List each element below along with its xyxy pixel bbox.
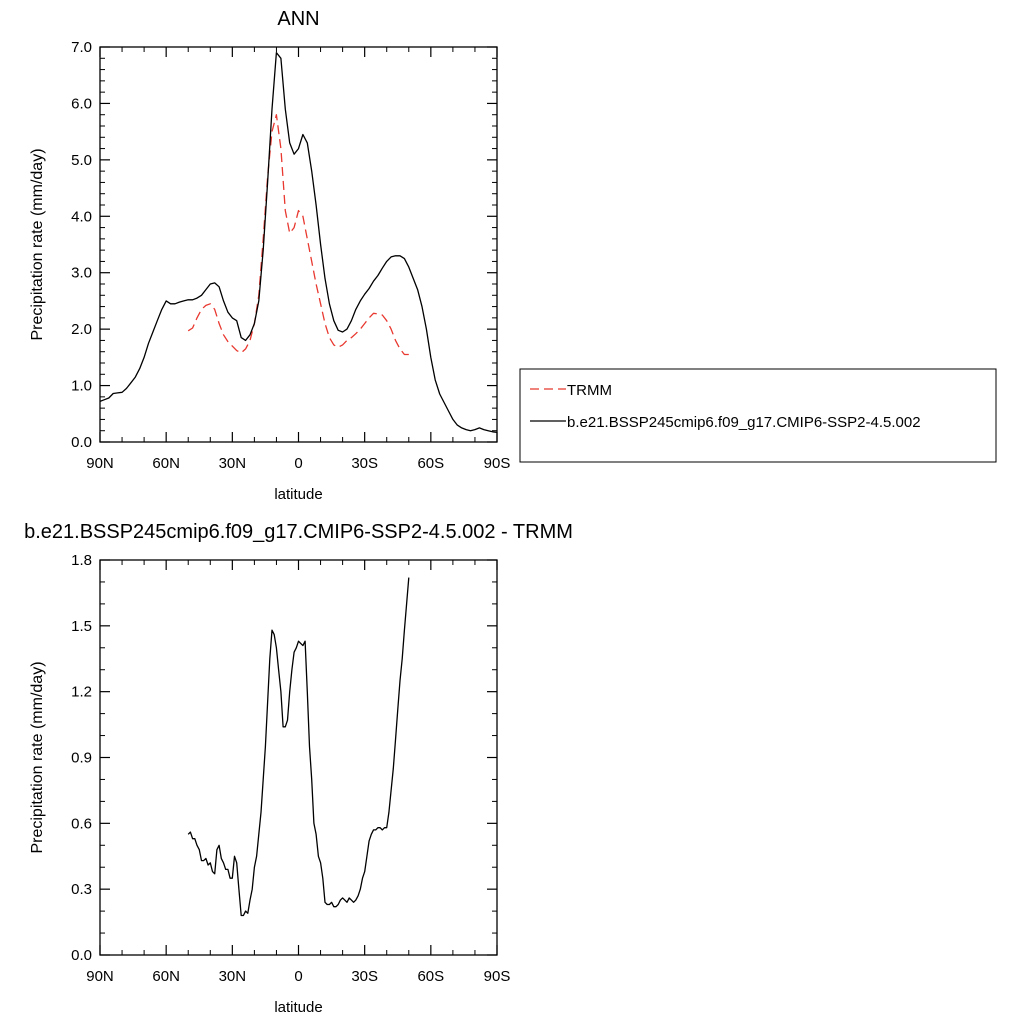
series-line-1	[187, 114, 409, 356]
x-tick-label: 0	[294, 968, 302, 985]
x-tick-label: 30S	[351, 968, 378, 985]
x-tick-label: 30N	[219, 455, 247, 472]
y-axis-label: Precipitation rate (mm/day)	[29, 148, 46, 340]
x-axis-label: latitude	[274, 486, 322, 503]
x-tick-label: 0	[294, 455, 302, 472]
x-tick-label: 60S	[417, 455, 444, 472]
y-tick-label: 0.0	[71, 947, 92, 964]
y-tick-label: 0.9	[71, 750, 92, 767]
y-tick-label: 6.0	[71, 95, 92, 112]
series-line-2	[99, 51, 498, 434]
x-tick-label: 90N	[86, 968, 114, 985]
series-line-1	[187, 577, 410, 917]
y-tick-label: 5.0	[71, 152, 92, 169]
chart-title: b.e21.BSSP245cmip6.f09_g17.CMIP6-SSP2-4.…	[24, 521, 573, 543]
legend-label: TRMM	[567, 382, 612, 399]
x-tick-label: 60S	[417, 968, 444, 985]
y-tick-label: 0.0	[71, 434, 92, 451]
plot-frame	[99, 559, 498, 956]
y-tick-label: 1.5	[71, 618, 92, 635]
x-tick-label: 60N	[152, 455, 180, 472]
y-tick-label: 2.0	[71, 321, 92, 338]
y-tick-label: 1.2	[71, 684, 92, 701]
y-tick-label: 1.0	[71, 378, 92, 395]
legend-label: b.e21.BSSP245cmip6.f09_g17.CMIP6-SSP2-4.…	[567, 414, 921, 431]
x-tick-label: 90S	[484, 455, 511, 472]
x-tick-label: 60N	[152, 968, 180, 985]
x-tick-label: 90N	[86, 455, 114, 472]
chart-title: ANN	[277, 8, 319, 30]
x-tick-label: 30S	[351, 455, 378, 472]
y-axis-label: Precipitation rate (mm/day)	[29, 661, 46, 853]
y-tick-label: 0.6	[71, 815, 92, 832]
y-tick-label: 7.0	[71, 39, 92, 56]
y-tick-label: 4.0	[71, 208, 92, 225]
x-tick-label: 90S	[484, 968, 511, 985]
x-tick-label: 30N	[219, 968, 247, 985]
y-tick-label: 1.8	[71, 552, 92, 569]
legend-box	[519, 368, 997, 463]
legend: TRMM b.e21.BSSP245cmip6.f09_g17.CMIP6-SSP…	[519, 368, 997, 463]
plot-frame	[99, 46, 498, 443]
y-tick-label: 3.0	[71, 265, 92, 282]
chart-panel-2: b.e21.BSSP245cmip6.f09_g17.CMIP6-SSP2-4.…	[24, 521, 573, 1016]
x-axis-label: latitude	[274, 999, 322, 1016]
y-tick-label: 0.3	[71, 881, 92, 898]
chart-panel-1: ANN 90N 60N 30N 0 30S 60S 90S 0.0 1.0 2.0 3.0 4.0 5.0…	[29, 8, 997, 503]
